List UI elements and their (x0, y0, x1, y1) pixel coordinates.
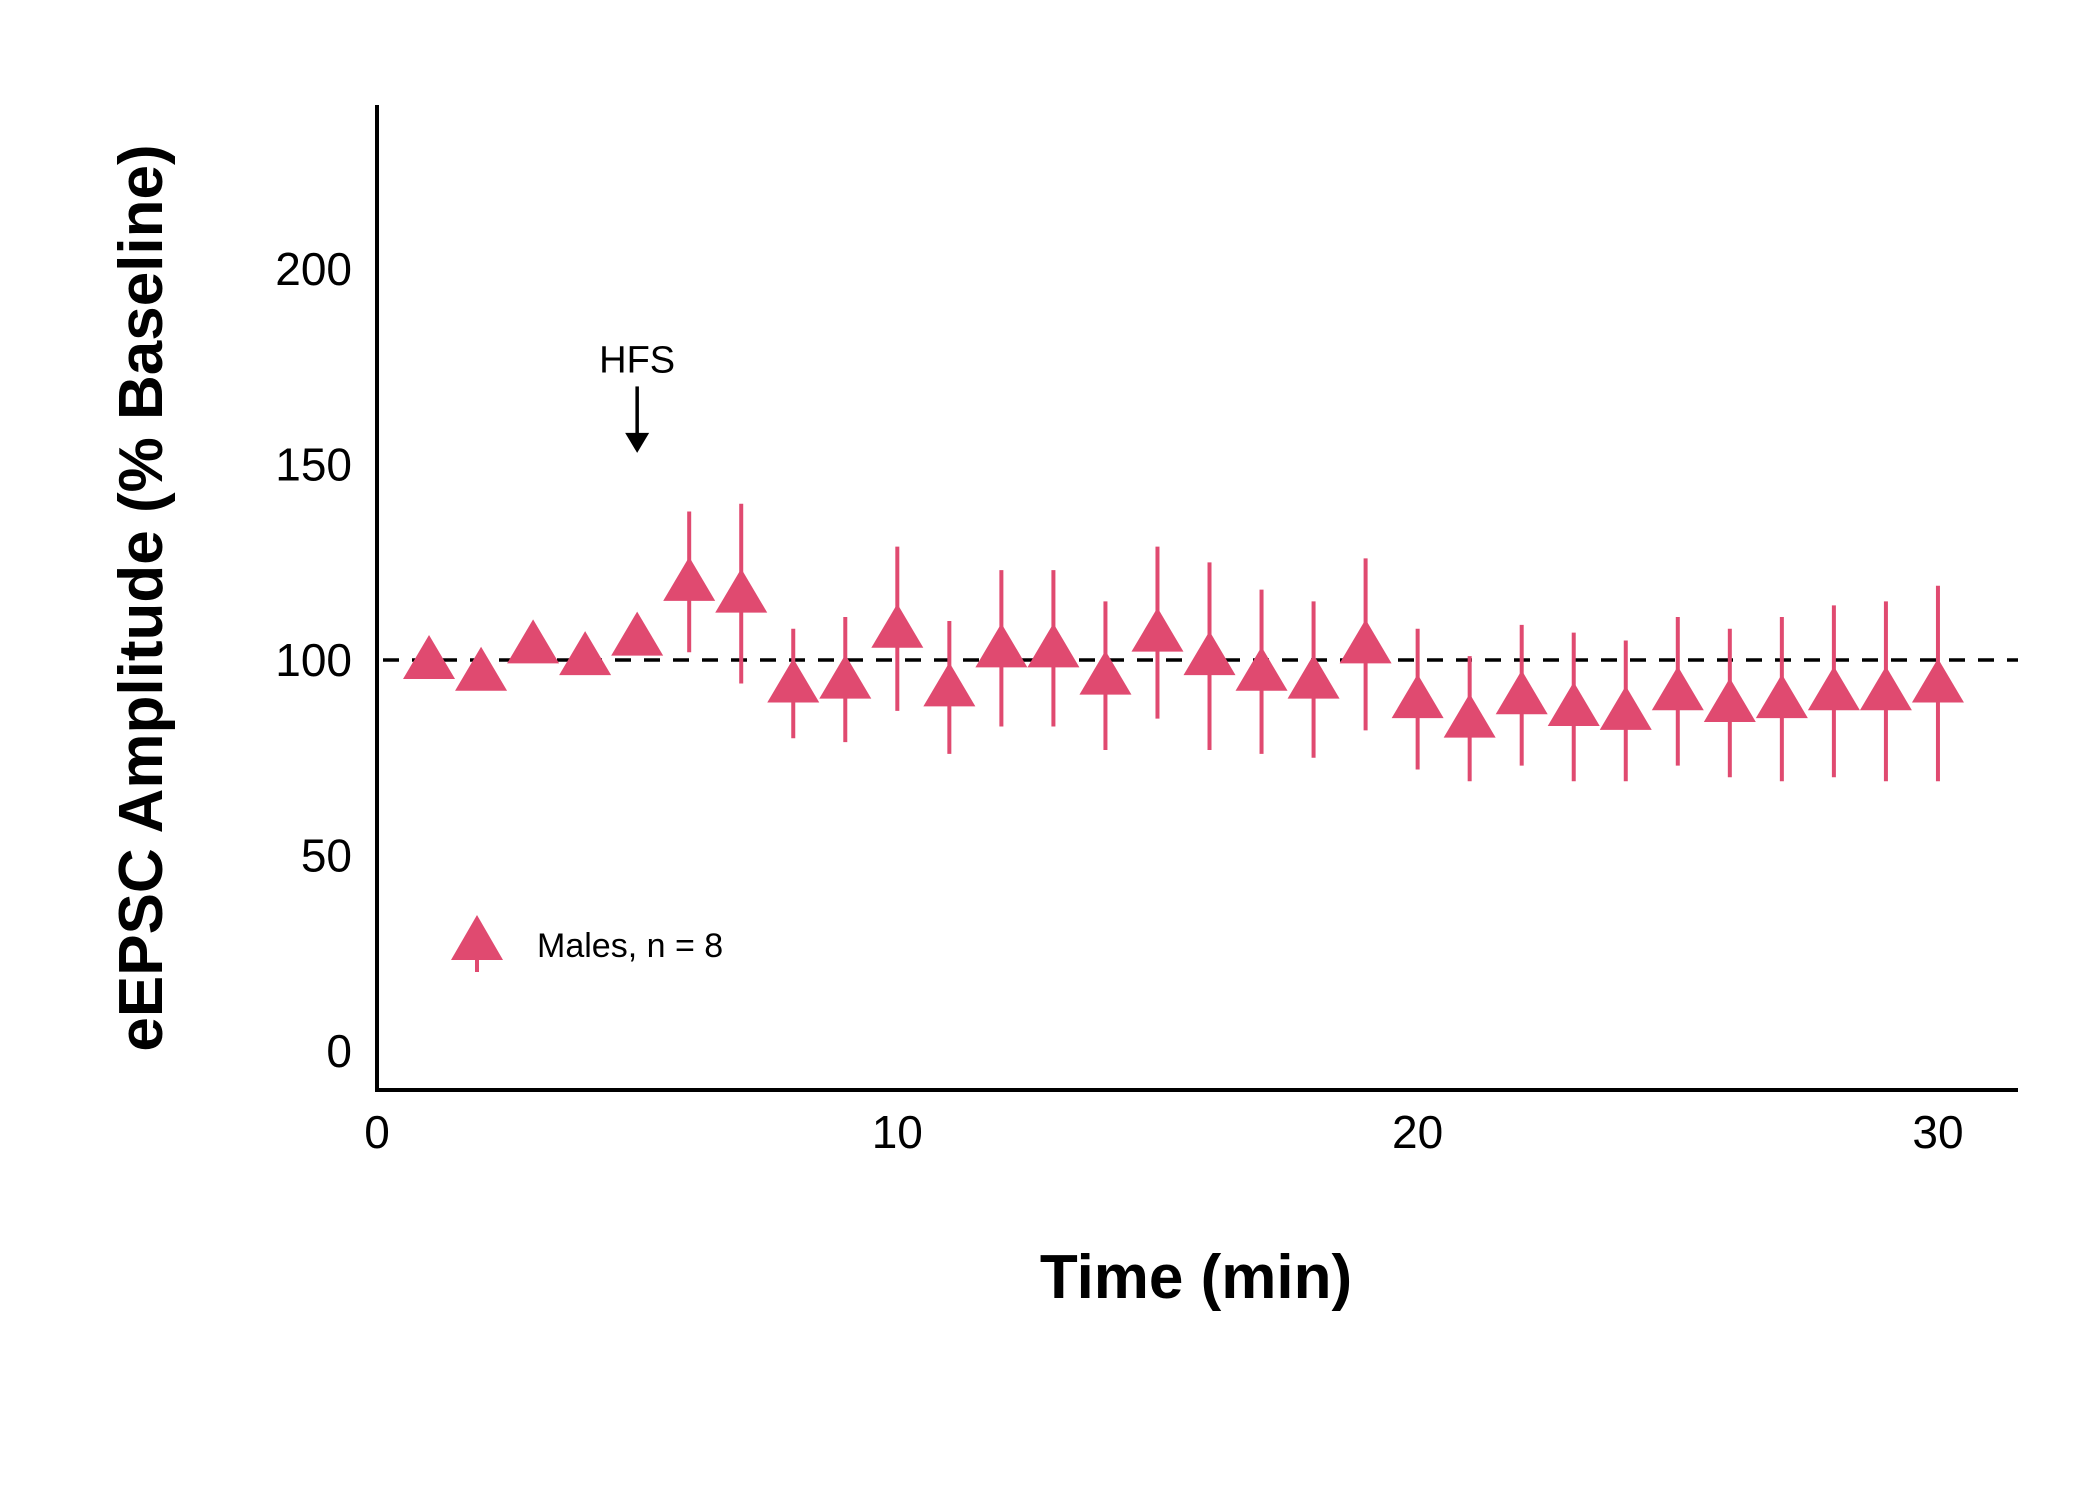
legend: Males, n = 8 (451, 915, 723, 972)
data-point-triangle (1443, 693, 1496, 738)
y-tick-label: 200 (275, 243, 352, 295)
data-point-triangle (1079, 650, 1132, 695)
data-point-triangle (819, 654, 872, 699)
data-point-triangle (1495, 670, 1548, 715)
y-tick-label: 0 (326, 1025, 352, 1077)
data-point-triangle (1027, 623, 1080, 668)
x-tick-label: 20 (1392, 1106, 1443, 1158)
hfs-annotation: HFS (599, 339, 675, 453)
data-point-triangle (767, 658, 820, 703)
data-point-triangle (559, 631, 612, 676)
data-point-triangle (1391, 674, 1444, 719)
x-tick-label: 10 (872, 1106, 923, 1158)
x-axis-title: Time (min) (1040, 1243, 1352, 1312)
y-tick-label: 150 (275, 439, 352, 491)
legend-marker-triangle (451, 915, 503, 960)
data-point-triangle (1235, 646, 1288, 691)
x-tick-label: 30 (1912, 1106, 1963, 1158)
data-point-triangle (507, 619, 560, 664)
data-point-triangle (663, 556, 716, 601)
data-point-triangle (1651, 666, 1704, 711)
y-tick-label: 100 (275, 634, 352, 686)
data-point-triangle (1287, 654, 1340, 699)
data-point-triangle (1339, 619, 1392, 664)
data-point-triangle (715, 568, 768, 613)
data-point-triangle (1807, 666, 1860, 711)
data-point-triangle (1703, 678, 1756, 723)
data-point-triangle (1755, 674, 1808, 719)
data-point-triangle (1599, 685, 1652, 730)
data-point-triangle (1911, 658, 1964, 703)
data-point-triangle (611, 611, 664, 656)
legend-label: Males, n = 8 (537, 927, 723, 965)
data-point-triangle (1183, 631, 1236, 676)
data-point-triangle (871, 603, 924, 648)
hfs-annotation-label: HFS (599, 339, 675, 381)
y-tick-label: 50 (301, 829, 352, 881)
hfs-arrow-head (625, 432, 650, 453)
data-point-triangle (975, 623, 1028, 668)
x-tick-label: 0 (364, 1106, 390, 1158)
data-point-triangle (455, 646, 508, 691)
x-axis-ticks: 0 10 20 30 (364, 1106, 1963, 1158)
data-point-triangle (1859, 666, 1912, 711)
data-point-triangle (1547, 681, 1600, 726)
data-point-triangle (1131, 607, 1184, 652)
data-series (403, 503, 1964, 782)
data-point-triangle (923, 662, 976, 707)
y-axis-title: eEPSC Amplitude (% Baseline) (107, 144, 176, 1051)
y-axis-ticks: 0 50 100 150 200 (275, 243, 352, 1077)
plot-area: 0 50 100 150 200 0 10 20 30 HFS Males, n = 8 (275, 105, 2018, 1158)
data-point-triangle (403, 635, 456, 680)
